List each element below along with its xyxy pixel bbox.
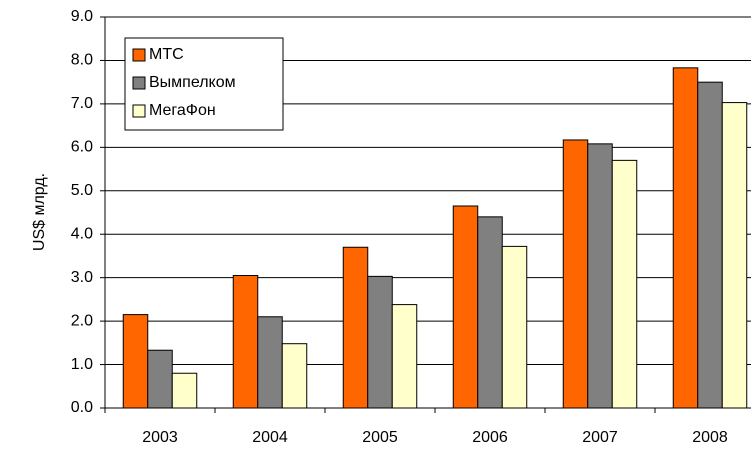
bar — [477, 216, 503, 409]
y-tick-label: 9.0 — [71, 8, 93, 25]
y-tick-label: 4.0 — [71, 225, 93, 242]
bar — [697, 81, 723, 409]
legend-swatch — [132, 76, 146, 90]
bar — [721, 102, 748, 409]
legend-label: МТС — [149, 46, 184, 63]
bar — [391, 304, 418, 409]
y-tick-label: 5.0 — [71, 182, 93, 199]
legend-label: Вымпелком — [149, 74, 236, 91]
y-tick-label: 0.0 — [71, 399, 93, 416]
y-tick-label: 7.0 — [71, 95, 93, 112]
x-tick-label: 2007 — [582, 429, 618, 446]
y-tick-label: 1.0 — [71, 356, 93, 373]
legend-swatch — [132, 48, 146, 62]
bar — [342, 246, 369, 409]
bar — [452, 205, 479, 409]
legend-box — [124, 37, 284, 131]
bar — [562, 139, 589, 409]
y-tick-label: 3.0 — [71, 269, 93, 286]
bar — [587, 143, 613, 409]
bar — [257, 316, 283, 409]
y-axis-label: US$ млрд. — [31, 173, 48, 251]
bar — [171, 372, 198, 409]
y-tick-label: 6.0 — [71, 139, 93, 156]
bar — [122, 314, 149, 409]
bar — [672, 67, 699, 409]
bar — [147, 349, 173, 409]
bar — [232, 274, 259, 409]
bar — [367, 275, 393, 409]
x-tick-label: 2003 — [142, 429, 178, 446]
bar — [281, 343, 308, 409]
x-tick-label: 2008 — [692, 429, 728, 446]
x-tick-label: 2004 — [252, 429, 288, 446]
y-tick-label: 2.0 — [71, 312, 93, 329]
legend-label: МегаФон — [149, 102, 216, 119]
y-tick-label: 8.0 — [71, 52, 93, 69]
x-tick-label: 2006 — [472, 429, 508, 446]
x-tick-label: 2005 — [362, 429, 398, 446]
bar — [501, 245, 528, 409]
legend-swatch — [132, 104, 146, 118]
bar — [611, 159, 638, 409]
